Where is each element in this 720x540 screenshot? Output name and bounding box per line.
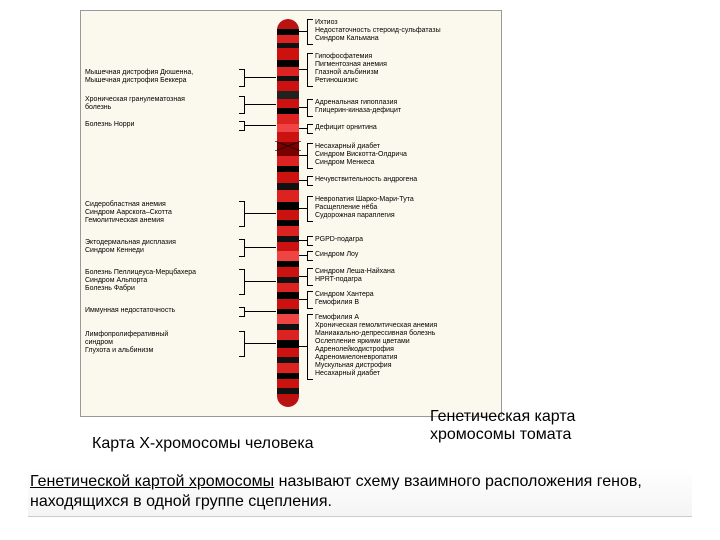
connector — [299, 155, 307, 156]
connector — [244, 247, 276, 248]
band — [277, 251, 299, 261]
band — [277, 91, 299, 99]
gene-label-right: Синдром Лоу — [315, 251, 358, 259]
connector — [299, 180, 307, 181]
band — [277, 99, 299, 108]
gene-label-left: Мышечная дистрофия Дюшенна, Мышечная дис… — [85, 69, 193, 85]
connector — [299, 107, 307, 108]
band — [277, 190, 299, 202]
connector — [244, 343, 276, 344]
gene-label-right: Невропатия Шарко-Мари-Тута Расщепление н… — [315, 196, 414, 220]
band — [277, 202, 299, 210]
connector — [299, 128, 307, 129]
band — [277, 114, 299, 124]
band — [277, 35, 299, 43]
connector — [244, 125, 276, 126]
connector — [244, 311, 276, 312]
gene-label-left: Болезнь Норри — [85, 121, 134, 129]
chromosome-ideogram — [277, 19, 299, 407]
band — [277, 226, 299, 236]
bracket — [239, 331, 245, 357]
bracket — [239, 307, 245, 317]
gene-label-right: Гемофилия A Хроническая гемолитическая а… — [315, 314, 437, 378]
band — [277, 19, 299, 29]
bracket — [307, 236, 313, 246]
gene-label-right: Несахарный диабет Синдром Вискотта-Олдри… — [315, 143, 407, 167]
connector — [299, 255, 307, 256]
connector — [244, 104, 276, 105]
gene-label-right: Гипофосфатемия Пигментозная анемия Глазн… — [315, 53, 387, 85]
band — [277, 242, 299, 251]
band — [277, 379, 299, 388]
bracket — [307, 196, 313, 222]
band — [277, 330, 299, 340]
band — [277, 172, 299, 183]
bracket — [307, 176, 313, 186]
connector — [299, 276, 307, 277]
band — [277, 67, 299, 76]
bracket — [239, 121, 245, 131]
connector — [299, 240, 307, 241]
bracket — [307, 291, 313, 309]
connector — [299, 208, 307, 209]
connector — [299, 69, 307, 70]
bracket — [307, 251, 313, 261]
band — [277, 267, 299, 277]
gene-label-right: Синдром Леша-Найхана HPRT-подагра — [315, 268, 395, 284]
bracket — [307, 53, 313, 87]
gene-label-left: Иммунная недостаточность — [85, 307, 175, 315]
bracket — [307, 19, 313, 45]
gene-label-left: Лимфопролиферативный синдром Глухота и а… — [85, 331, 168, 355]
band — [277, 283, 299, 292]
chromosome-map-diagram: Мышечная дистрофия Дюшенна, Мышечная дис… — [80, 10, 502, 417]
gene-label-left: Эктодермальная дисплазия Синдром Кеннеди — [85, 239, 176, 255]
bracket — [239, 201, 245, 227]
connector — [244, 281, 276, 282]
gene-label-right: Ихтиоз Недостаточность стероид-сульфатаз… — [315, 19, 441, 43]
connector — [299, 31, 307, 32]
definition-text: Генетической картой хромосомы называют с… — [28, 468, 692, 517]
connector — [244, 213, 276, 214]
band — [277, 314, 299, 324]
band — [277, 299, 299, 309]
gene-label-right: PGPD-подагра — [315, 236, 363, 244]
connector — [299, 299, 307, 300]
centromere-kink — [275, 141, 301, 151]
caption-tomato: Генетическая карта хромосомы томата — [430, 408, 575, 444]
band — [277, 48, 299, 60]
band — [277, 156, 299, 166]
band — [277, 183, 299, 190]
band — [277, 60, 299, 67]
band — [277, 210, 299, 220]
connector — [244, 77, 276, 78]
bracket — [307, 314, 313, 380]
bracket — [307, 99, 313, 117]
gene-label-left: Болезнь Пеллицеуса-Мерцбахера Синдром Ал… — [85, 269, 196, 293]
bracket — [307, 268, 313, 286]
bracket — [239, 269, 245, 295]
gene-label-right: Нечувствительность андрогена — [315, 176, 417, 184]
band — [277, 394, 299, 407]
caption-human-x: Карта X-хромосомы человека — [92, 435, 314, 453]
bracket — [307, 124, 313, 134]
bracket — [239, 239, 245, 257]
gene-label-right: Синдром Хантера Гемофилия B — [315, 291, 374, 307]
gene-label-right: Адренальная гипоплазия Глицерин-киназа-д… — [315, 99, 401, 115]
band — [277, 348, 299, 357]
band — [277, 292, 299, 299]
definition-term: Генетической картой хромосомы — [30, 473, 274, 490]
bracket — [239, 69, 245, 87]
band — [277, 124, 299, 132]
connector — [299, 346, 307, 347]
gene-label-right: Дефицит орнитина — [315, 124, 377, 132]
bracket — [307, 143, 313, 169]
bracket — [239, 96, 245, 114]
band — [277, 81, 299, 91]
gene-label-left: Сидеробластная анемия Синдром Аарскога–С… — [85, 201, 172, 225]
band — [277, 340, 299, 348]
gene-label-left: Хроническая гранулематозная болезнь — [85, 96, 185, 112]
band — [277, 363, 299, 373]
